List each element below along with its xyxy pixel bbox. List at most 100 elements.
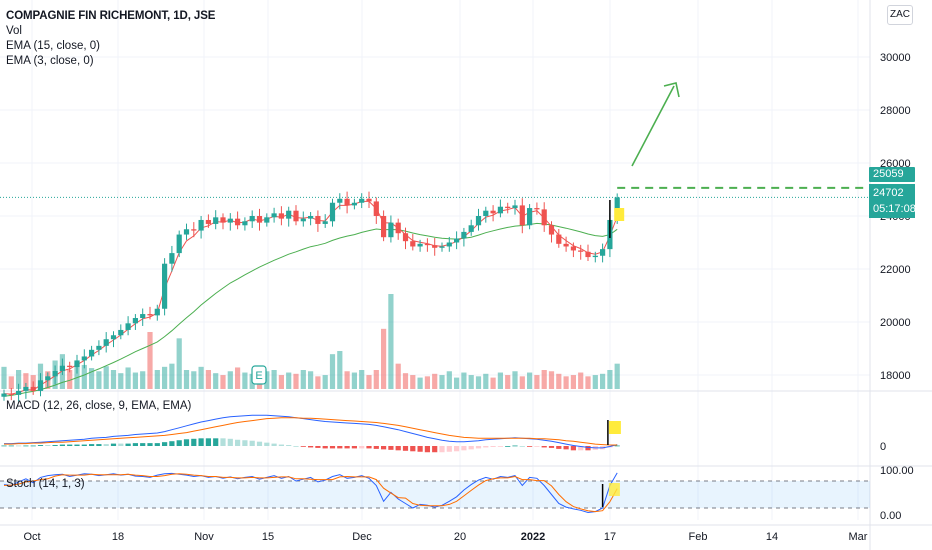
- volume-bar-50: [366, 375, 372, 389]
- earnings-badge-letter: E: [255, 370, 262, 382]
- candle-body-56: [410, 241, 416, 247]
- time-tick-5: 20: [454, 531, 466, 543]
- volume-bar-40: [293, 373, 299, 389]
- stoch-legend[interactable]: Stoch (14, 1, 3): [6, 478, 85, 490]
- macd-hist-47: [344, 446, 350, 449]
- candle-body-45: [329, 202, 336, 222]
- candle-body-80: [585, 251, 591, 258]
- macd-hist-5: [37, 445, 44, 446]
- candle-body-3: [23, 386, 29, 391]
- candle-body-75: [548, 225, 555, 235]
- time-tick-0: Oct: [23, 531, 40, 543]
- stoch-tick-100: 100.00: [880, 465, 914, 477]
- ema-3-line: [3, 200, 618, 395]
- candle-body-23: [169, 253, 175, 264]
- candle-body-81: [592, 255, 598, 258]
- currency-badge[interactable]: ZAC: [887, 5, 913, 25]
- target-price-tag: 25059: [869, 167, 915, 182]
- volume-bar-80: [585, 376, 591, 389]
- macd-hist-33: [242, 440, 248, 446]
- volume-bar-74: [541, 370, 547, 389]
- macd-hist-24: [176, 440, 182, 446]
- volume-bar-41: [300, 370, 306, 389]
- macd-hist-79: [578, 446, 584, 451]
- macd-hist-30: [220, 438, 226, 446]
- signal-line: [4, 417, 618, 446]
- macd-hist-38: [278, 444, 284, 446]
- volume-bar-64: [468, 375, 474, 389]
- macd-hist-62: [454, 446, 460, 452]
- volume-bar-62: [454, 377, 460, 389]
- macd-legend[interactable]: MACD (12, 26, close, 9, EMA, EMA): [6, 400, 192, 412]
- macd-hist-77: [563, 446, 569, 450]
- macd-hist-67: [490, 446, 496, 447]
- candle-body-5: [37, 380, 44, 391]
- volume-bar-72: [527, 372, 533, 389]
- time-tick-6: 2022: [521, 531, 545, 543]
- stoch-d-line: [3, 473, 618, 513]
- macd-hist-54: [395, 446, 401, 451]
- volume-bar-16: [118, 373, 124, 389]
- indicator-vol[interactable]: Vol: [6, 25, 22, 37]
- candle-body-47: [344, 198, 350, 206]
- volume-bar-65: [475, 376, 482, 389]
- time-tick-1: 18: [112, 531, 124, 543]
- candle-body-1: [8, 393, 14, 395]
- volume-bar-79: [578, 372, 584, 389]
- candle-body-18: [132, 318, 138, 324]
- time-tick-4: Dec: [352, 531, 372, 543]
- ema-15-line: [3, 222, 618, 397]
- volume-bar-73: [534, 375, 540, 389]
- volume-bar-13: [96, 371, 102, 389]
- macd-hist-39: [286, 445, 292, 446]
- candle-body-20: [147, 314, 153, 316]
- volume-bar-14: [103, 366, 109, 389]
- candle-body-70: [512, 205, 518, 209]
- time-axis[interactable]: Oct 18 Nov 15 Dec 20 2022 17 Feb 14 Mar: [0, 524, 932, 543]
- macd-hist-25: [183, 439, 190, 446]
- macd-hist-80: [585, 446, 591, 451]
- candle-body-32: [235, 218, 241, 226]
- macd-hist-63: [461, 446, 467, 451]
- candle-body-53: [388, 222, 394, 238]
- volume-bar-29: [213, 373, 219, 389]
- macd-hist-31: [227, 438, 233, 446]
- volume-bar-18: [132, 372, 138, 389]
- last-price-tag: 24702 05:17:08: [869, 184, 916, 218]
- macd-hist-52: [381, 446, 387, 450]
- macd-hist-23: [169, 441, 175, 446]
- macd-hist-65: [475, 446, 482, 449]
- candle-body-4: [30, 386, 36, 391]
- volume-bar-67: [490, 377, 496, 389]
- volume-bar-23: [169, 363, 175, 389]
- main-legend[interactable]: COMPAGNIE FIN RICHEMONT, 1D, JSE Vol EMA…: [6, 9, 215, 69]
- time-tick-3: 15: [262, 531, 274, 543]
- indicator-ema-15[interactable]: EMA (15, close, 0): [6, 40, 100, 52]
- volume-bar-33: [242, 372, 248, 389]
- volume-bar-49: [359, 370, 365, 389]
- volume-bar-75: [548, 371, 555, 389]
- macd-hist-13: [96, 444, 102, 446]
- candle-body-29: [213, 217, 219, 224]
- time-tick-7: 17: [604, 531, 616, 543]
- volume-bar-68: [497, 372, 503, 389]
- volume-bar-25: [183, 370, 190, 389]
- volume-bar-44: [322, 375, 328, 389]
- candle-body-28: [205, 219, 211, 224]
- volume-bar-54: [395, 363, 401, 389]
- candle-body-64: [468, 225, 474, 232]
- time-tick-2: Nov: [194, 531, 214, 543]
- volume-bar-70: [512, 371, 518, 389]
- stoch-pane: 100.00 0.00: [0, 465, 914, 522]
- volume-bar-69: [505, 375, 511, 389]
- indicator-ema-3[interactable]: EMA (3, close, 0): [6, 55, 94, 67]
- signal-flag-stoch: [608, 483, 620, 496]
- macd-hist-50: [366, 446, 372, 449]
- candle-body-36: [264, 217, 270, 223]
- symbol-title[interactable]: COMPAGNIE FIN RICHEMONT, 1D, JSE: [6, 10, 216, 22]
- volume-bar-82: [600, 373, 606, 389]
- macd-hist-48: [351, 446, 357, 449]
- macd-hist-41: [300, 446, 306, 447]
